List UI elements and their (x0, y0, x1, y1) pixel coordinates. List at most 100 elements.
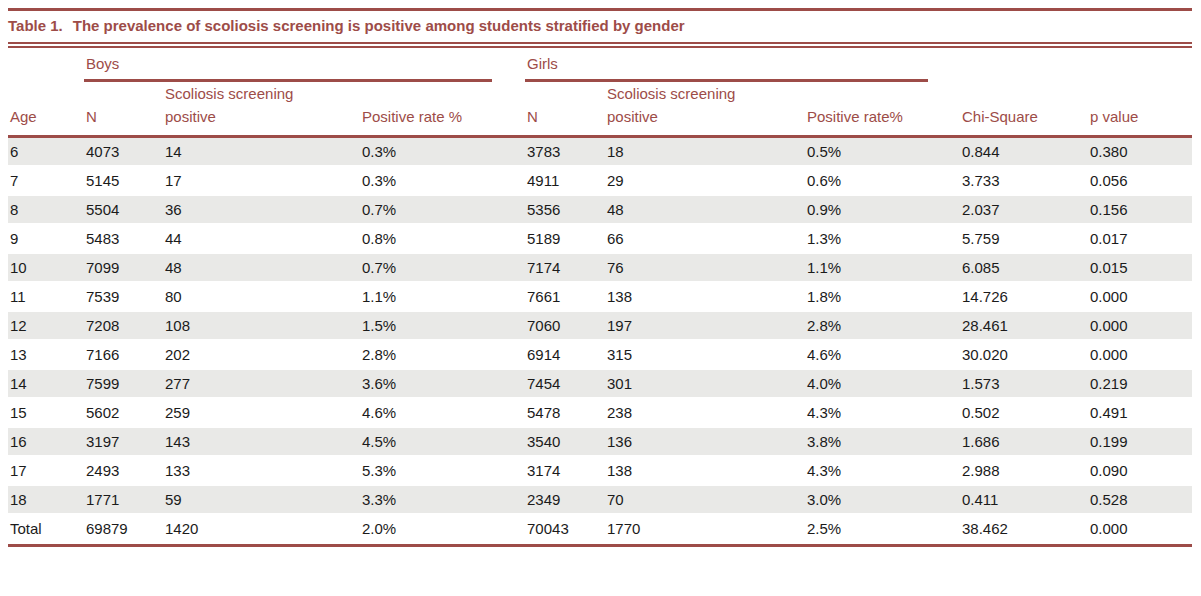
table-cell-boys_screening_positive: 277 (163, 370, 360, 399)
table-cell-girls_n: 70043 (525, 515, 605, 544)
table-row: 181771593.3%2349703.0%0.4110.528 (8, 486, 1192, 515)
table-row: 1371662022.8%69143154.6%30.0200.000 (8, 341, 1192, 370)
table-cell-boys_n: 1771 (84, 486, 163, 515)
table-cell-p_value: 0.000 (1088, 341, 1192, 370)
table-cell-boys_n: 2493 (84, 457, 163, 486)
table-cell-girls_n: 7060 (525, 312, 605, 341)
table-cell-chi_square: 2.988 (960, 457, 1088, 486)
table-cell-girls_positive_rate: 3.0% (805, 486, 960, 515)
table-cell-girls_screening_positive: 76 (605, 254, 805, 283)
table-row: 95483440.8%5189661.3%5.7590.017 (8, 225, 1192, 254)
table-cell-girls_positive_rate: 2.8% (805, 312, 960, 341)
table-title: Table 1. The prevalence of scoliosis scre… (8, 15, 1192, 37)
table-cell-girls_n: 6914 (525, 341, 605, 370)
table-title-text: The prevalence of scoliosis screening is… (73, 17, 685, 34)
table-cell-boys_screening_positive: 36 (163, 196, 360, 225)
group-spacer-chi-square (960, 48, 1088, 82)
table-cell-chi_square: 0.844 (960, 138, 1088, 167)
table-cell-boys_screening_positive: 133 (163, 457, 360, 486)
table-cell-age: 7 (8, 167, 84, 196)
table-cell-boys_positive_rate: 0.7% (360, 196, 525, 225)
table-cell-girls_n: 7661 (525, 283, 605, 312)
table-row: 64073140.3%3783180.5%0.8440.380 (8, 138, 1192, 167)
table-header: Boys Girls Age N Scoliosis screening pos… (8, 48, 1192, 138)
column-header-boys-n: N (84, 82, 163, 138)
table-row: 1556022594.6%54782384.3%0.5020.491 (8, 399, 1192, 428)
table-cell-girls_screening_positive: 70 (605, 486, 805, 515)
table-cell-boys_screening_positive: 80 (163, 283, 360, 312)
table-cell-boys_screening_positive: 108 (163, 312, 360, 341)
table-cell-age: 11 (8, 283, 84, 312)
column-header-boys-positive-rate: Positive rate % (360, 82, 525, 138)
table-cell-girls_positive_rate: 1.3% (805, 225, 960, 254)
table-cell-p_value: 0.017 (1088, 225, 1192, 254)
group-header-boys-label: Boys (84, 55, 492, 82)
table-cell-boys_screening_positive: 1420 (163, 515, 360, 544)
table-row: 75145170.3%4911290.6%3.7330.056 (8, 167, 1192, 196)
table-cell-chi_square: 38.462 (960, 515, 1088, 544)
table-cell-girls_positive_rate: 2.5% (805, 515, 960, 544)
prevalence-table: Boys Girls Age N Scoliosis screening pos… (8, 48, 1192, 544)
table-cell-girls_screening_positive: 301 (605, 370, 805, 399)
table-cell-girls_n: 5478 (525, 399, 605, 428)
table-cell-boys_screening_positive: 202 (163, 341, 360, 370)
table-cell-boys_screening_positive: 143 (163, 428, 360, 457)
table-body: 64073140.3%3783180.5%0.8440.38075145170.… (8, 138, 1192, 544)
table-cell-boys_positive_rate: 0.3% (360, 167, 525, 196)
table-cell-boys_positive_rate: 5.3% (360, 457, 525, 486)
table-cell-girls_positive_rate: 4.3% (805, 457, 960, 486)
table-cell-p_value: 0.000 (1088, 312, 1192, 341)
table-cell-boys_positive_rate: 4.5% (360, 428, 525, 457)
table-cell-girls_screening_positive: 238 (605, 399, 805, 428)
table-cell-age: 13 (8, 341, 84, 370)
group-header-boys: Boys (84, 48, 525, 82)
table-cell-boys_n: 5145 (84, 167, 163, 196)
table-cell-p_value: 0.156 (1088, 196, 1192, 225)
table-cell-girls_screening_positive: 66 (605, 225, 805, 254)
table-cell-boys_n: 5483 (84, 225, 163, 254)
table-cell-chi_square: 5.759 (960, 225, 1088, 254)
table-cell-chi_square: 2.037 (960, 196, 1088, 225)
table-cell-p_value: 0.199 (1088, 428, 1192, 457)
table-cell-girls_screening_positive: 29 (605, 167, 805, 196)
column-header-row: Age N Scoliosis screening positive Posit… (8, 82, 1192, 138)
group-spacer-p-value (1088, 48, 1192, 82)
table-row: 1272081081.5%70601972.8%28.4610.000 (8, 312, 1192, 341)
table-row: Total6987914202.0%7004317702.5%38.4620.0… (8, 515, 1192, 544)
table-cell-age: 12 (8, 312, 84, 341)
table-cell-age: 14 (8, 370, 84, 399)
table-cell-chi_square: 1.573 (960, 370, 1088, 399)
table-cell-age: 8 (8, 196, 84, 225)
table-cell-boys_positive_rate: 2.8% (360, 341, 525, 370)
table-cell-chi_square: 30.020 (960, 341, 1088, 370)
table-cell-boys_n: 5504 (84, 196, 163, 225)
table-cell-p_value: 0.015 (1088, 254, 1192, 283)
table-title-label: Table 1. (8, 17, 63, 34)
table-cell-girls_n: 2349 (525, 486, 605, 515)
table-cell-girls_positive_rate: 4.3% (805, 399, 960, 428)
table-cell-boys_positive_rate: 1.5% (360, 312, 525, 341)
table-cell-boys_n: 5602 (84, 399, 163, 428)
table-cell-boys_screening_positive: 44 (163, 225, 360, 254)
column-header-p-value: p value (1088, 82, 1192, 138)
table-cell-girls_n: 3174 (525, 457, 605, 486)
table-cell-boys_n: 7166 (84, 341, 163, 370)
table-cell-p_value: 0.090 (1088, 457, 1192, 486)
table-cell-boys_positive_rate: 0.7% (360, 254, 525, 283)
table-cell-girls_screening_positive: 136 (605, 428, 805, 457)
table-cell-chi_square: 14.726 (960, 283, 1088, 312)
table-cell-chi_square: 0.411 (960, 486, 1088, 515)
table-cell-age: 6 (8, 138, 84, 167)
table-cell-p_value: 0.056 (1088, 167, 1192, 196)
table-figure: Table 1. The prevalence of scoliosis scre… (0, 0, 1201, 596)
table-cell-chi_square: 3.733 (960, 167, 1088, 196)
table-cell-p_value: 0.380 (1088, 138, 1192, 167)
table-cell-chi_square: 6.085 (960, 254, 1088, 283)
table-cell-girls_screening_positive: 138 (605, 283, 805, 312)
table-cell-girls_positive_rate: 0.9% (805, 196, 960, 225)
table-cell-girls_screening_positive: 197 (605, 312, 805, 341)
table-cell-chi_square: 28.461 (960, 312, 1088, 341)
table-cell-chi_square: 1.686 (960, 428, 1088, 457)
table-cell-girls_positive_rate: 4.6% (805, 341, 960, 370)
table-cell-girls_positive_rate: 1.8% (805, 283, 960, 312)
